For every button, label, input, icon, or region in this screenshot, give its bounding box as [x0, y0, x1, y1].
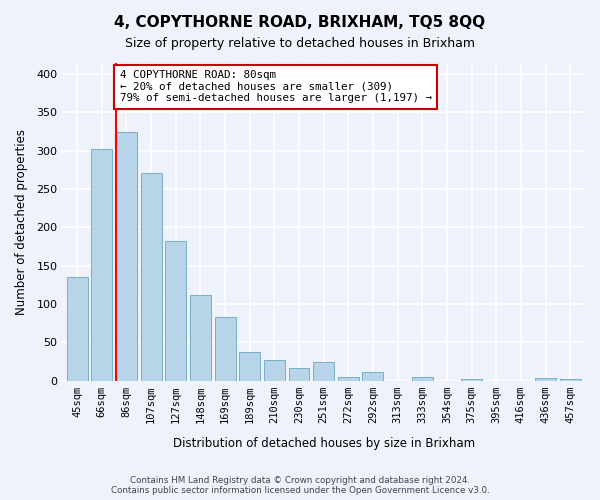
Bar: [190, 295, 211, 381]
Text: Size of property relative to detached houses in Brixham: Size of property relative to detached ho…: [125, 38, 475, 51]
Text: 4 COPYTHORNE ROAD: 80sqm
← 20% of detached houses are smaller (309)
79% of semi-: 4 COPYTHORNE ROAD: 80sqm ← 20% of detach…: [119, 70, 431, 103]
Bar: [165, 241, 186, 381]
Bar: [67, 277, 88, 381]
Y-axis label: Number of detached properties: Number of detached properties: [15, 128, 28, 314]
Bar: [338, 377, 359, 381]
X-axis label: Distribution of detached houses by size in Brixham: Distribution of detached houses by size …: [173, 437, 475, 450]
Bar: [215, 317, 236, 381]
Bar: [461, 379, 482, 381]
Bar: [116, 132, 137, 381]
Bar: [412, 377, 433, 381]
Bar: [289, 368, 310, 381]
Bar: [91, 149, 112, 381]
Bar: [560, 379, 581, 381]
Text: Contains HM Land Registry data © Crown copyright and database right 2024.
Contai: Contains HM Land Registry data © Crown c…: [110, 476, 490, 495]
Bar: [140, 173, 161, 381]
Text: 4, COPYTHORNE ROAD, BRIXHAM, TQ5 8QQ: 4, COPYTHORNE ROAD, BRIXHAM, TQ5 8QQ: [115, 15, 485, 30]
Bar: [239, 352, 260, 381]
Bar: [313, 362, 334, 381]
Bar: [535, 378, 556, 381]
Bar: [264, 360, 285, 381]
Bar: [362, 372, 383, 381]
